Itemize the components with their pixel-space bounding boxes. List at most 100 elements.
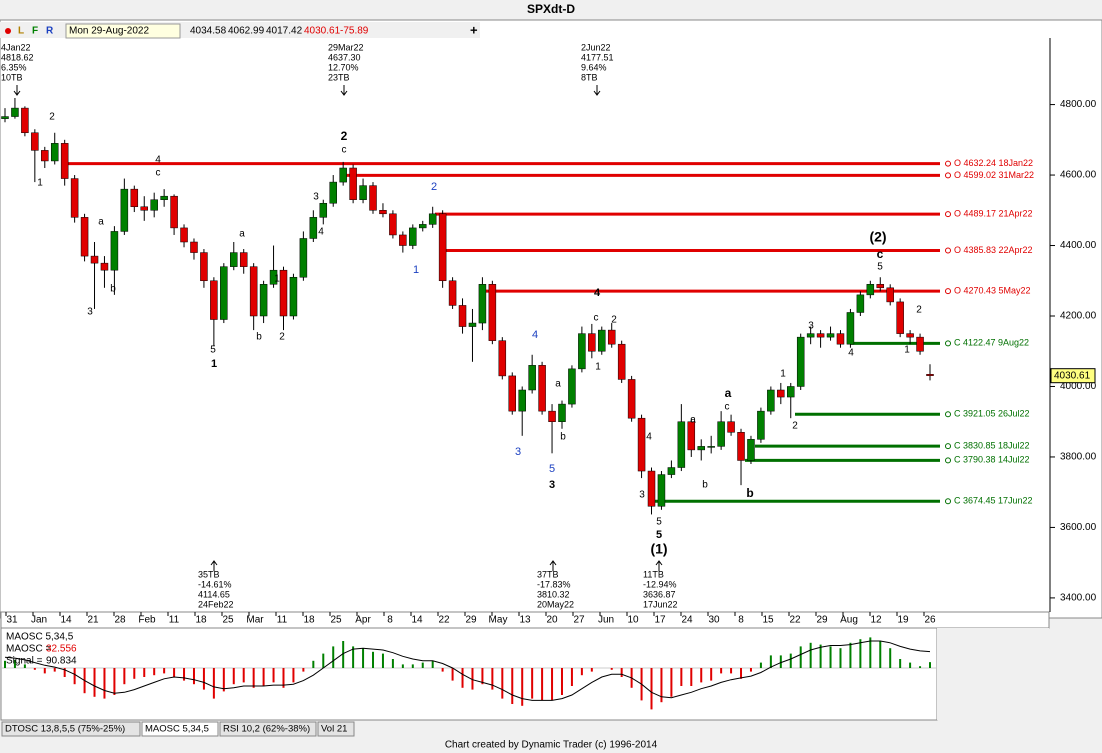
histogram-bar <box>511 668 514 704</box>
level-label: C 3674.45 17Jun22 <box>954 496 1033 506</box>
histogram-bar <box>501 668 504 699</box>
tab[interactable] <box>317 721 355 737</box>
annotation-line: 20May22 <box>537 599 574 609</box>
histogram-bar <box>202 668 205 690</box>
histogram-bar <box>342 641 345 668</box>
level-label: O 4632.24 18Jan22 <box>954 158 1033 168</box>
candle-body <box>399 234 407 246</box>
osc-title: MAOSC 5,34,5 <box>6 632 74 643</box>
annotation-line: 4637.30 <box>328 52 361 62</box>
candle-body <box>160 195 168 200</box>
histogram-bar <box>33 668 36 670</box>
candle-body <box>349 167 357 200</box>
record-icon[interactable] <box>5 28 11 34</box>
candle-body <box>428 213 437 225</box>
histogram-bar <box>560 668 563 695</box>
candle-body <box>180 227 188 243</box>
x-tick-label: Mar <box>246 615 264 626</box>
candle-body <box>707 446 715 448</box>
osc-readout-label: MAOSC = <box>6 644 51 655</box>
wave-label: 4 <box>848 348 854 359</box>
candle-body <box>279 269 288 317</box>
candle-body <box>727 421 735 433</box>
tab[interactable] <box>219 721 317 737</box>
x-tick-label: 30 <box>708 615 720 626</box>
toolbar-button[interactable]: R <box>46 26 54 37</box>
histogram-bar <box>173 668 176 677</box>
osc-readout-value: 90.834 <box>46 656 77 667</box>
annotation-line: 29Mar22 <box>328 42 364 52</box>
candle-body <box>478 284 487 324</box>
candle-body <box>796 336 805 387</box>
candle-body <box>757 410 765 440</box>
candle-body <box>309 217 318 239</box>
histogram-bar <box>143 668 146 677</box>
histogram-bar <box>660 668 663 703</box>
wave-label: 2 <box>49 112 55 123</box>
x-tick-label: Aug <box>840 615 858 626</box>
wave-label: 5 <box>656 529 662 541</box>
wave-label: 5 <box>656 517 662 528</box>
histogram-bar <box>381 653 384 668</box>
wave-label: 2 <box>341 129 348 143</box>
oscillator-side <box>937 628 1049 720</box>
wave-label: 1 <box>211 358 217 370</box>
candle-body <box>518 389 526 412</box>
histogram-bar <box>590 668 593 672</box>
histogram-bar <box>879 641 882 668</box>
candle-body <box>866 284 875 296</box>
histogram-bar <box>362 648 365 668</box>
candle-body <box>926 374 934 376</box>
x-tick-label: 11 <box>277 615 288 626</box>
level-dot <box>945 160 951 167</box>
annotation-line: 11TB <box>643 569 664 579</box>
toolbar-change: -75.89 <box>340 26 369 37</box>
toolbar-button[interactable]: L <box>18 26 24 37</box>
toolbar-button[interactable]: F <box>32 26 38 37</box>
candle-body <box>806 333 815 338</box>
wave-label: 4 <box>532 329 538 341</box>
histogram-bar <box>113 668 116 695</box>
histogram-bar <box>391 659 394 668</box>
candle-body <box>667 467 676 475</box>
histogram-bar <box>153 668 156 676</box>
x-tick-label: 18 <box>303 615 315 626</box>
x-tick-label: May <box>489 615 508 626</box>
x-tick-label: 12 <box>870 615 882 626</box>
add-button[interactable]: + <box>470 22 478 37</box>
histogram-bar <box>909 662 912 668</box>
annotation-line: 4818.62 <box>1 52 34 62</box>
wave-label: 1 <box>780 369 786 380</box>
tab[interactable] <box>1 721 141 737</box>
candle-body <box>329 181 337 204</box>
x-tick-label: 26 <box>924 615 936 626</box>
arrow <box>340 85 348 96</box>
wave-label: b <box>702 480 708 491</box>
main-panel <box>0 19 1102 619</box>
chart-title: SPXdt-D <box>527 2 575 16</box>
x-tick-label: 14 <box>411 615 423 626</box>
x-tick-label: 25 <box>222 615 234 626</box>
wave-label: c <box>342 145 347 156</box>
candle-body <box>31 132 39 151</box>
wave-label: c <box>725 402 730 413</box>
candle-body <box>11 107 19 117</box>
histogram-bar <box>769 655 772 668</box>
candle-body <box>538 365 546 412</box>
histogram-bar <box>690 668 693 686</box>
candle-body <box>886 287 894 303</box>
wave-label: (1) <box>650 541 667 557</box>
y-tick-label: 4200.00 <box>1060 311 1097 322</box>
histogram-bar <box>620 668 623 677</box>
x-tick-label: 22 <box>438 615 450 626</box>
annotation-line: 3810.32 <box>537 589 570 599</box>
level-dot <box>945 340 951 347</box>
level-dot <box>945 443 951 450</box>
histogram-bar <box>352 646 355 668</box>
histogram-bar <box>610 668 613 670</box>
level-label: O 4385.83 22Apr22 <box>954 245 1033 255</box>
tab[interactable] <box>141 721 219 737</box>
candle-body <box>548 410 556 422</box>
signal-line <box>4 640 931 701</box>
